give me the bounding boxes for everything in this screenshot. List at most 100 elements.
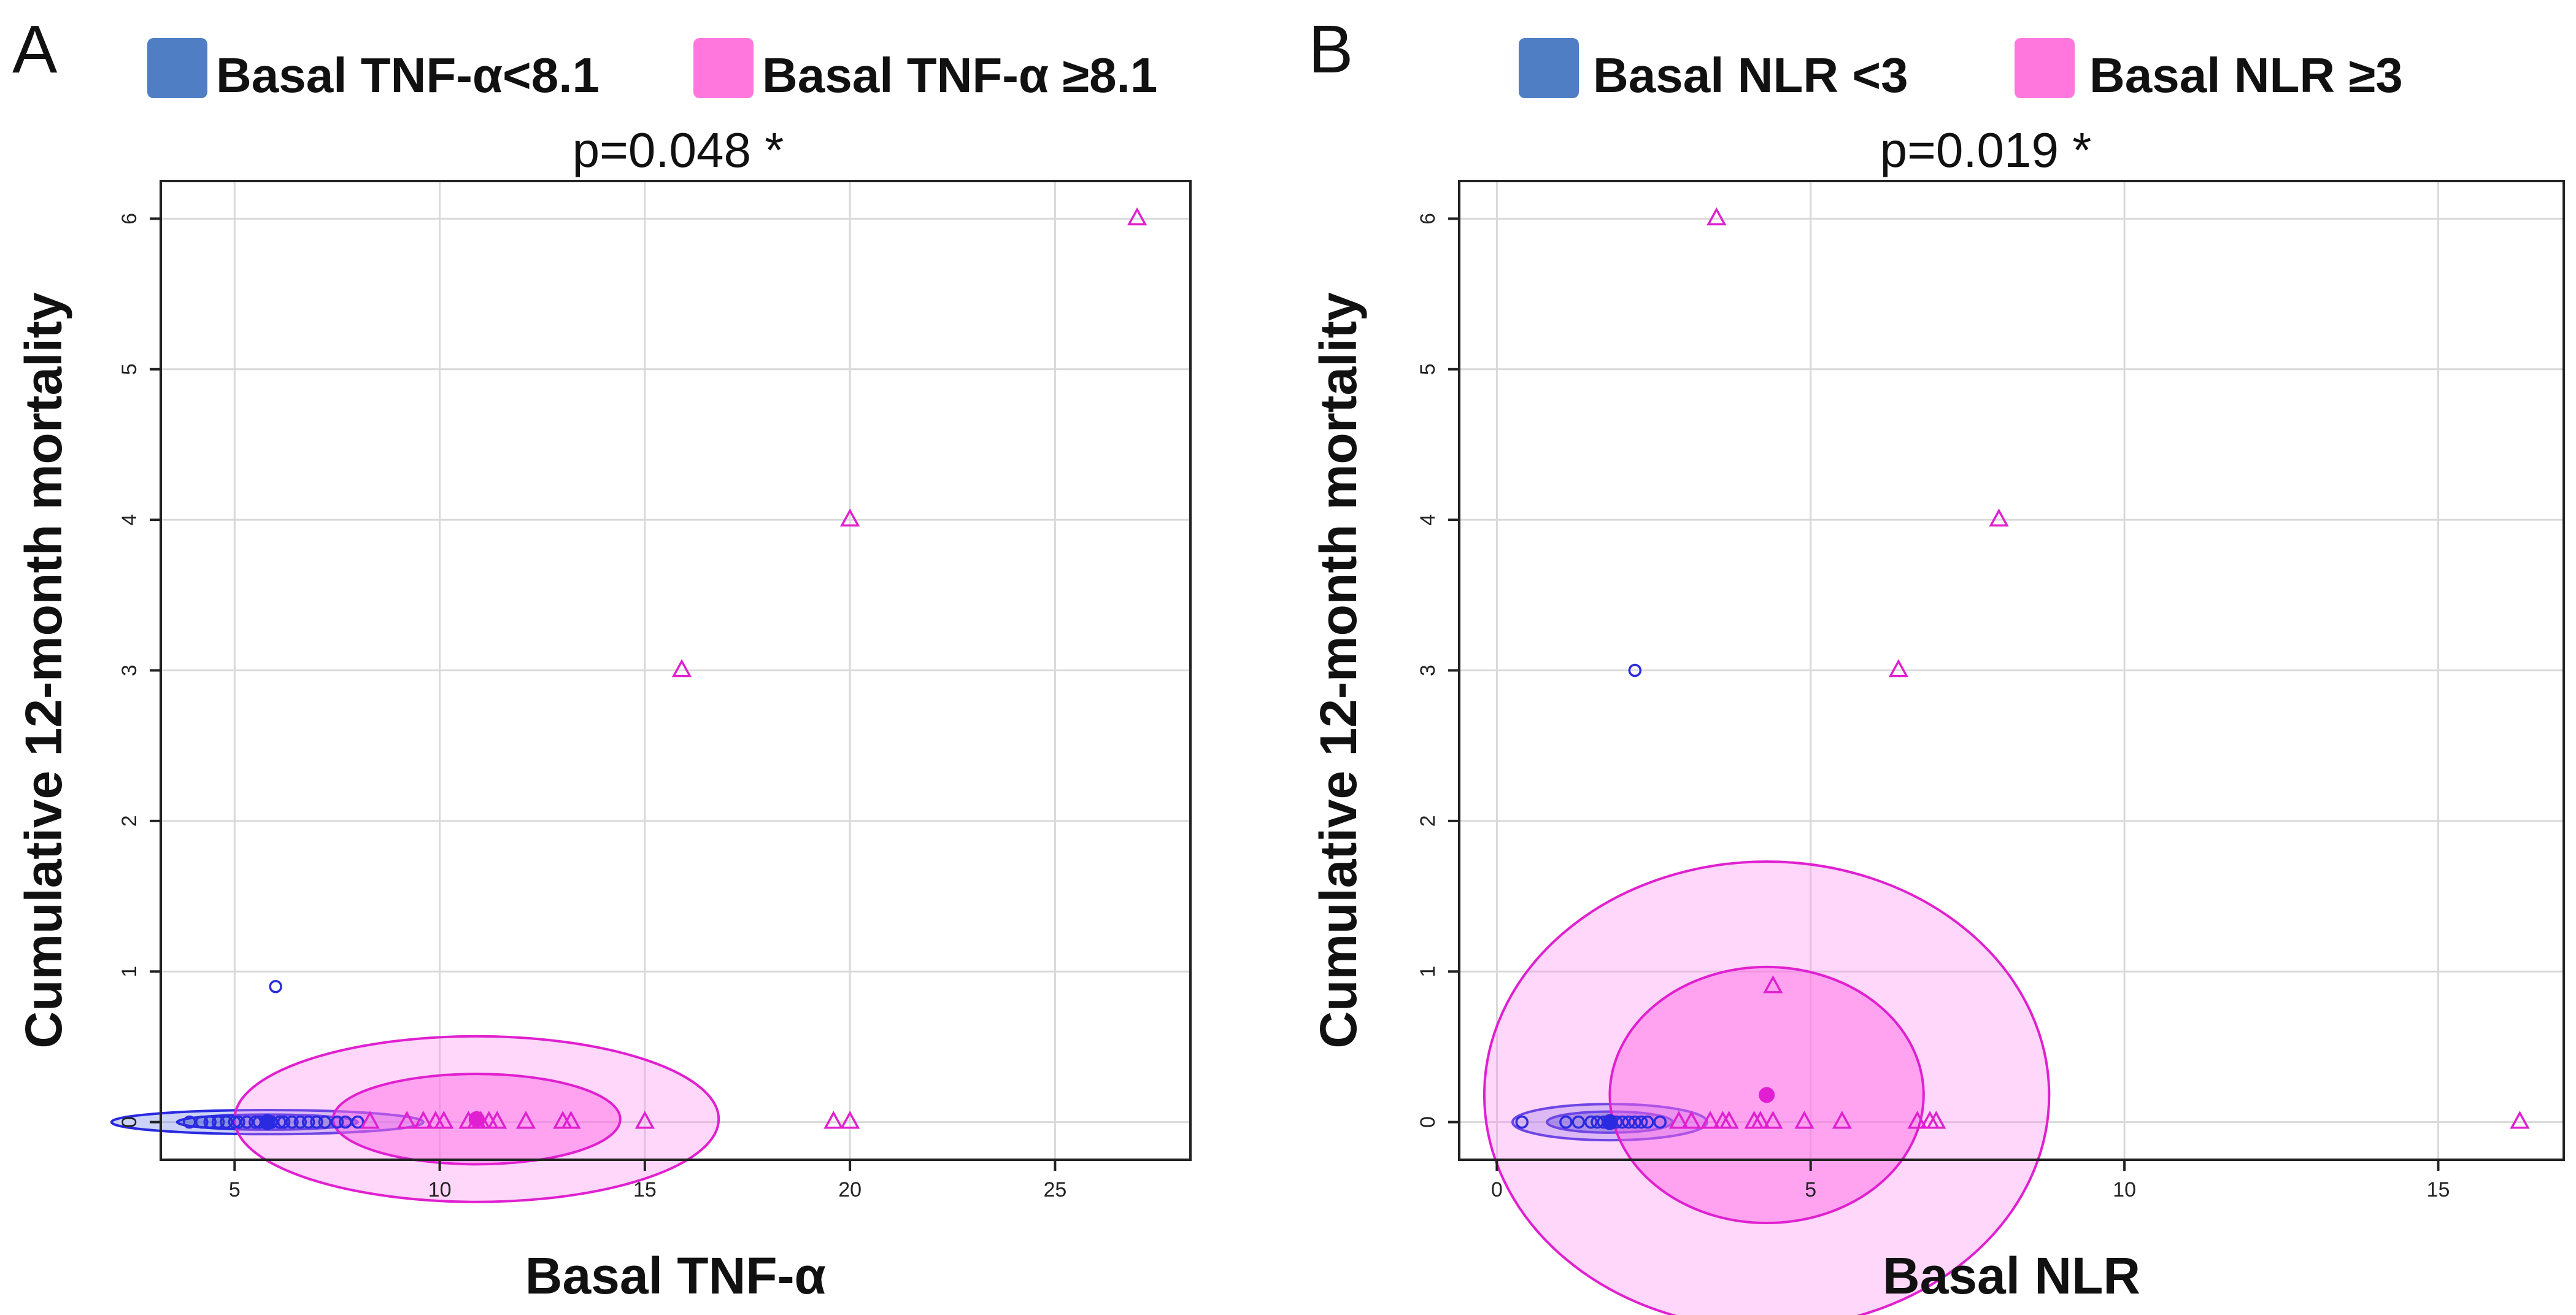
plot-b-y-tick-label-4: 4 <box>1416 514 1440 526</box>
plot-a-series-1-point-12 <box>561 1111 581 1129</box>
plot-a-series-0-point-10 <box>261 1115 274 1129</box>
plot-b-series-1-point-9 <box>1832 1111 1853 1129</box>
plot-a-series-1-point-17 <box>839 508 860 526</box>
plot-b-series-1-point-1 <box>1681 1111 1702 1129</box>
plot-a-y-tick-label-5: 5 <box>118 363 141 375</box>
plot-b-series-0-point-0 <box>1515 1115 1529 1129</box>
plot-a-series-0-point-12 <box>273 1115 287 1129</box>
plot-a-series-0-point-20 <box>339 1115 352 1129</box>
plot-a-y-axis-title: Cumulative 12-month mortality <box>15 292 72 1048</box>
plot-a-series-0-point-5 <box>228 1115 242 1129</box>
plot-a-series-0-point-19 <box>330 1115 344 1129</box>
plot-b-series-1-point-12 <box>1926 1111 1946 1129</box>
plot-b-series-0-point-13 <box>1653 1115 1667 1129</box>
plot-a-series-1-point-15 <box>839 1111 860 1129</box>
plot-b-series-0-point-7 <box>1609 1115 1623 1129</box>
plot-a-series-0-point-2 <box>203 1115 217 1129</box>
plot-b-series-0-point-14 <box>1628 663 1642 677</box>
plot-a-series-0-point-7 <box>240 1115 254 1129</box>
plot-a-series-0-point-22 <box>269 980 282 993</box>
plot-a-series-0-point-0 <box>183 1115 196 1129</box>
plot-a-series-0-point-1 <box>195 1115 209 1129</box>
plot-a-series-0-point-11 <box>264 1115 279 1129</box>
plot-b-series-0-point-5 <box>1597 1115 1610 1129</box>
plot-b-series-1-point-4 <box>1719 1111 1739 1129</box>
plot-a-series-0-point-14 <box>285 1115 299 1129</box>
plot-b-series-1-center <box>1759 1087 1775 1103</box>
plot-b-series-0-point-3 <box>1584 1115 1598 1129</box>
plot-a-series-0-point-13 <box>277 1115 291 1129</box>
panel-a-legend-swatch-low <box>147 38 207 98</box>
plot-a-series-0-point-3 <box>211 1115 225 1129</box>
plot-b-series-0-point-6 <box>1603 1115 1617 1129</box>
plot-b-y-tick-label-5: 5 <box>1416 363 1440 375</box>
plot-b-y-tick-label-1: 1 <box>1416 966 1440 978</box>
plot-b-series-1-point-10 <box>1907 1111 1927 1129</box>
plot-a-y-tick-label-2: 2 <box>118 815 141 827</box>
panel-a-legend-label-high: Basal TNF-α ≥8.1 <box>762 48 1157 102</box>
plot-b-series-1-point-14 <box>1763 975 1783 993</box>
plot-b-x-tick-label-3: 15 <box>2427 1178 2450 1201</box>
plot-a-series-1-point-18 <box>1127 207 1147 226</box>
panel-a-legend-swatch-high <box>693 38 754 98</box>
panel-b-p-value: p=0.019 * <box>1880 123 2092 177</box>
plot-b-series-0-point-1 <box>1559 1115 1573 1129</box>
plot-a-y-tick-label-0: 0 <box>118 1116 141 1128</box>
plot-a-y-tick-label-6: 6 <box>118 213 141 225</box>
plot-b-series-1-point-15 <box>1888 658 1909 677</box>
plot-b-series-0-point-4 <box>1591 1115 1604 1129</box>
plot-a-x-tick-label-4: 25 <box>1043 1178 1066 1201</box>
plot-a-series-1-point-4 <box>434 1111 454 1129</box>
plot-b-x-axis-title: Basal NLR <box>1883 1247 2140 1305</box>
plot-a-x-tick-label-1: 10 <box>428 1178 452 1201</box>
plot-a-y-tick-label-4: 4 <box>118 514 141 526</box>
plot-panel-a: 5 10 15 20 25 0 1 2 3 4 5 6 Basal TNF-α Cumulative 12… <box>15 180 1192 1305</box>
plot-b-y-tick-label-3: 3 <box>1416 665 1440 676</box>
panel-a-legend-label-low: Basal TNF-α<8.1 <box>216 48 600 102</box>
plot-a-series-0-point-6 <box>232 1115 245 1129</box>
plot-a-y-tick-label-1: 1 <box>118 966 141 978</box>
plot-b-series-1-point-16 <box>1989 508 2009 526</box>
panel-b-legend-label-low: Basal NLR <3 <box>1593 48 1908 102</box>
plot-a-series-0-point-17 <box>310 1115 323 1129</box>
plot-a-series-0-point-18 <box>318 1115 332 1129</box>
plot-a-series-0-point-8 <box>249 1115 262 1129</box>
plot-a-x-axis-title: Basal TNF-α <box>525 1247 826 1305</box>
plot-panel-b: 0 5 10 15 0 1 2 3 4 5 6 Basal NLR Cumulative 12-mont… <box>1309 180 2565 1315</box>
plot-a-series-0-point-21 <box>351 1115 364 1129</box>
panel-a-letter: A <box>12 12 58 87</box>
plot-b-series-1-point-8 <box>1794 1111 1814 1129</box>
plot-a-x-tick-label-2: 15 <box>633 1178 657 1201</box>
plot-a-series-1-point-10 <box>515 1111 536 1129</box>
plot-b-series-1-point-13 <box>2510 1111 2530 1129</box>
plot-b-y-tick-label-0: 0 <box>1416 1116 1440 1128</box>
plot-a-series-1-point-14 <box>823 1111 844 1129</box>
plot-a-y-tick-label-3: 3 <box>118 665 141 676</box>
plot-b-series-0-point-9 <box>1622 1115 1635 1129</box>
plot-b-series-0-point-10 <box>1628 1115 1642 1129</box>
plot-b-series-1-point-0 <box>1668 1111 1689 1129</box>
plot-a-series-1-point-1 <box>396 1111 417 1129</box>
plot-b-series-1-point-17 <box>1706 207 1727 226</box>
plot-a-series-1-point-13 <box>634 1111 655 1129</box>
plot-a-series-0-point-15 <box>293 1115 307 1129</box>
plot-b-y-axis-title: Cumulative 12-month mortality <box>1309 292 1367 1048</box>
plot-a-series-0-point-4 <box>220 1115 233 1129</box>
plot-b-x-tick-label-1: 5 <box>1805 1178 1816 1201</box>
panel-b-legend-label-high: Basal NLR ≥3 <box>2089 48 2403 102</box>
plot-b-y-tick-label-6: 6 <box>1416 213 1440 225</box>
plot-b-series-1-point-2 <box>1700 1111 1721 1129</box>
plot-a-series-1-point-2 <box>413 1111 434 1129</box>
plot-b-series-0-point-11 <box>1634 1115 1648 1129</box>
plot-b-series-1-point-7 <box>1763 1111 1783 1129</box>
plot-a-x-tick-label-3: 20 <box>838 1178 862 1201</box>
panel-b-legend-swatch-high <box>2015 38 2075 98</box>
plot-b-y-tick-label-2: 2 <box>1416 815 1440 827</box>
plot-b-x-tick-label-2: 10 <box>2113 1178 2136 1201</box>
plot-b-x-tick-label-0: 0 <box>1491 1178 1503 1201</box>
panel-a-p-value: p=0.048 * <box>573 123 784 177</box>
plot-b-series-0-point-2 <box>1571 1115 1586 1129</box>
panel-b-legend-swatch-low <box>1519 38 1579 98</box>
plot-a-series-0-point-16 <box>301 1115 315 1129</box>
